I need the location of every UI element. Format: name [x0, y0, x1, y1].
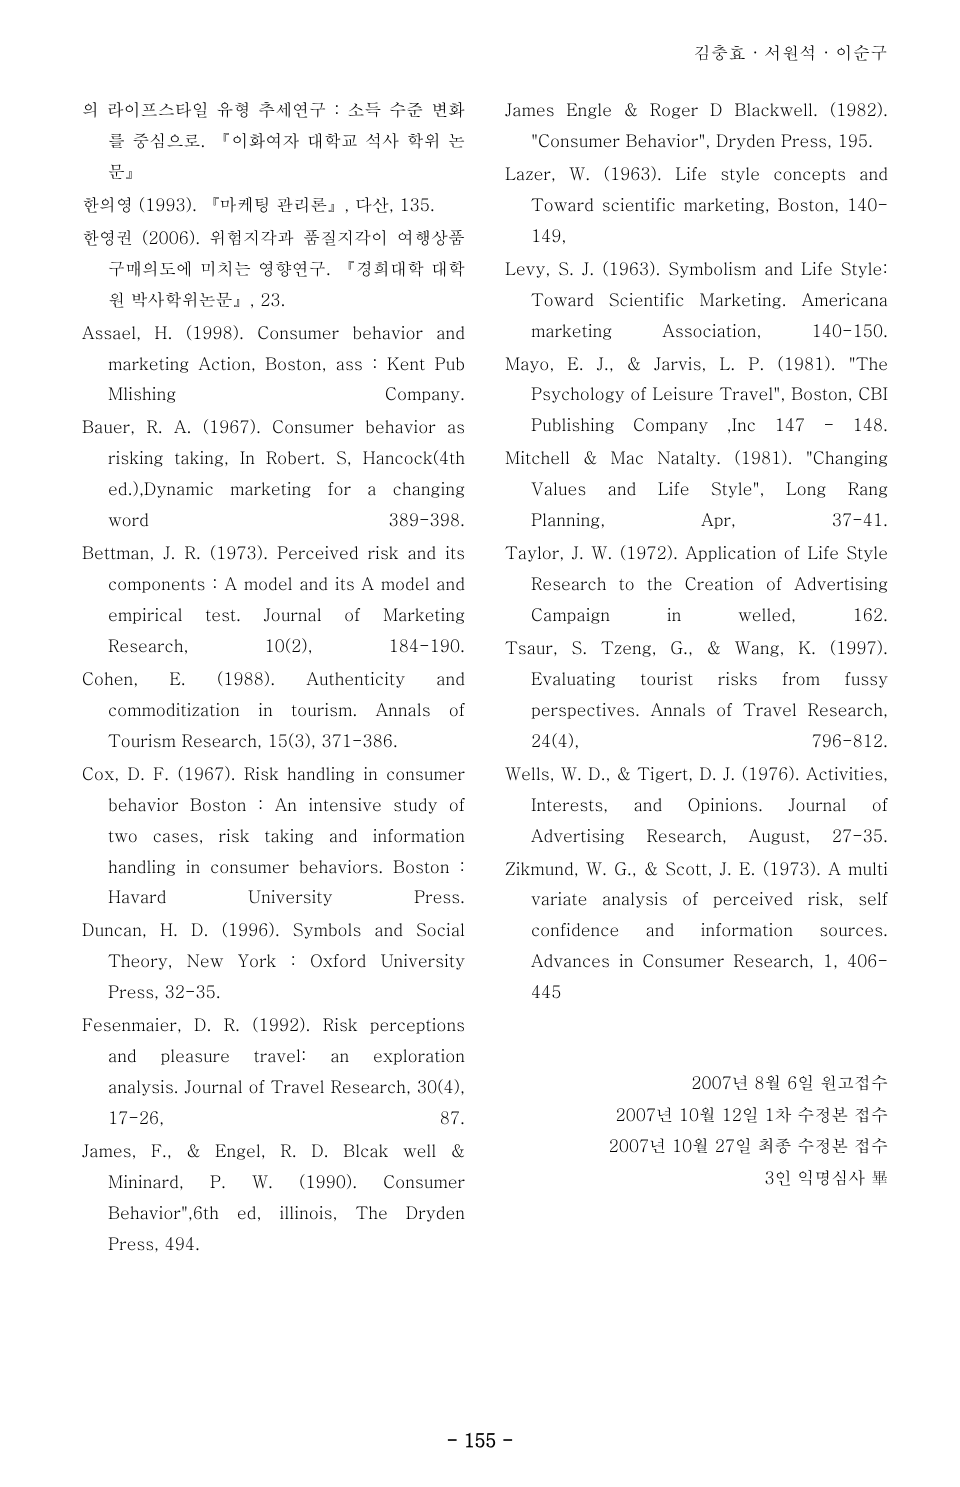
reference-item: Mitchell & Mac Natalty. (1981). "Changin…: [505, 442, 888, 535]
reference-item: Taylor, J. W. (1972). Application of Lif…: [505, 537, 888, 630]
reference-item: Zikmund, W. G., & Scott, J. E. (1973). A…: [505, 853, 888, 1008]
reference-item: Tsaur, S. Tzeng, G., & Wang, K. (1997). …: [505, 632, 888, 756]
reference-item: Mayo, E. J., & Jarvis, L. P. (1981). "Th…: [505, 348, 888, 441]
submission-info: 2007년 8월 6일 원고접수 2007년 10월 12일 1차 수정본 접수…: [505, 1067, 888, 1193]
page-number: - 155 -: [0, 1428, 960, 1453]
submission-date: 2007년 10월 27일 최종 수정본 접수: [505, 1130, 888, 1161]
reference-item: Lazer, W. (1963). Life style concepts an…: [505, 158, 888, 251]
submission-date: 2007년 8월 6일 원고접수: [505, 1067, 888, 1098]
submission-review: 3인 익명심사 畢: [505, 1162, 888, 1193]
reference-item: Bauer, R. A. (1967). Consumer behavior a…: [82, 411, 465, 535]
submission-date: 2007년 10월 12일 1차 수정본 접수: [505, 1099, 888, 1130]
reference-item: Cohen, E. (1988). Authenticity and commo…: [82, 663, 465, 756]
reference-item: 한영권 (2006). 위험지각과 품질지각이 여행상품 구매의도에 미치는 영…: [82, 222, 465, 315]
reference-item: Cox, D. F. (1967). Risk handling in cons…: [82, 758, 465, 913]
reference-item: 한의영 (1993). 『마케팅 관리론』, 다산, 135.: [82, 189, 465, 220]
references-content: 의 라이프스타일 유형 추세연구 : 소득 수준 변화를 중심으로. 『이화여자…: [82, 94, 888, 1261]
reference-item: Duncan, H. D. (1996). Symbols and Social…: [82, 914, 465, 1007]
reference-item: Assael, H. (1998). Consumer behavior and…: [82, 317, 465, 410]
reference-item: Levy, S. J. (1963). Symbolism and Life S…: [505, 253, 888, 346]
reference-item: 의 라이프스타일 유형 추세연구 : 소득 수준 변화를 중심으로. 『이화여자…: [82, 94, 465, 187]
page-header-authors: 김충효 · 서원석 · 이순구: [82, 40, 888, 64]
left-column: 의 라이프스타일 유형 추세연구 : 소득 수준 변화를 중심으로. 『이화여자…: [82, 94, 465, 1261]
right-column: James Engle & Roger D Blackwell. (1982).…: [505, 94, 888, 1261]
reference-item: James Engle & Roger D Blackwell. (1982).…: [505, 94, 888, 156]
reference-item: James, F., & Engel, R. D. Blcak well & M…: [82, 1135, 465, 1259]
reference-item: Wells, W. D., & Tigert, D. J. (1976). Ac…: [505, 758, 888, 851]
reference-item: Bettman, J. R. (1973). Perceived risk an…: [82, 537, 465, 661]
reference-item: Fesenmaier, D. R. (1992). Risk perceptio…: [82, 1009, 465, 1133]
